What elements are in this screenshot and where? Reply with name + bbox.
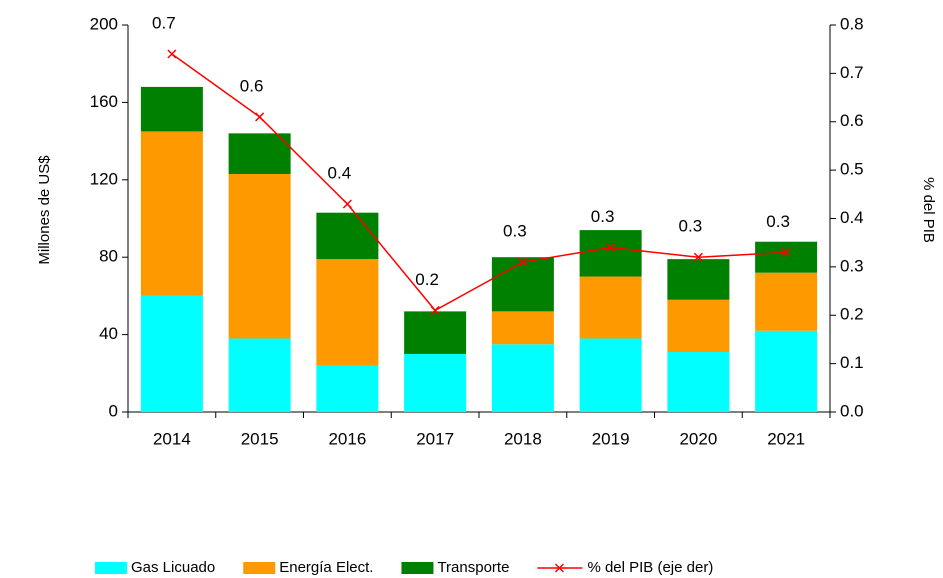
legend-marker (554, 563, 564, 573)
legend-label: Gas Licuado (131, 559, 215, 576)
bar-segment (667, 299, 730, 353)
legend-swatch (243, 562, 276, 574)
data-label: 0.7 (152, 14, 176, 33)
bar-segment (491, 311, 554, 345)
bar-segment (228, 173, 291, 339)
legend-label: Transporte (437, 559, 509, 576)
y-tick-label: 80 (99, 247, 118, 266)
bar-segment (316, 259, 379, 366)
x-tick-label: 2019 (592, 429, 630, 448)
y-axis-title: Millones de US$ (36, 155, 53, 265)
marker (430, 305, 440, 315)
bar-segment (316, 212, 379, 260)
marker (693, 252, 703, 262)
marker (167, 49, 177, 59)
legend-label: Energía Elect. (279, 559, 373, 576)
y-tick-label: 160 (90, 92, 118, 111)
bar-segment (140, 86, 203, 132)
line (171, 53, 787, 312)
bar-segment (228, 338, 291, 412)
bar-segment (316, 365, 379, 412)
bar-segment (140, 131, 203, 296)
marker (255, 112, 265, 122)
x-tick-label: 2014 (153, 429, 191, 448)
bar-segment (667, 352, 730, 412)
bar-segment (404, 311, 467, 354)
data-label: 0.6 (240, 76, 264, 95)
bar-segment (667, 259, 730, 300)
bar-segment (491, 257, 554, 312)
data-label: 0.3 (766, 212, 790, 231)
x-tick-label: 2017 (416, 429, 454, 448)
marker (606, 242, 616, 253)
bar-segment (228, 133, 291, 174)
x-tick-label: 2016 (328, 429, 366, 448)
x-tick-label: 2015 (241, 429, 279, 448)
y2-tick-label: 0.0 (840, 401, 864, 420)
bar-segment (491, 344, 554, 412)
data-label: 0.3 (503, 222, 527, 241)
y2-tick-label: 0.4 (840, 208, 864, 227)
marker (781, 247, 791, 257)
y2-axis-title: % del PIB (920, 177, 937, 243)
data-label: 0.4 (328, 163, 352, 182)
data-label: 0.2 (415, 270, 439, 289)
x-tick-label: 2021 (767, 429, 805, 448)
marker (518, 257, 528, 267)
bar-segment (755, 272, 818, 331)
y2-tick-label: 0.2 (840, 305, 864, 324)
x-tick-label: 2020 (679, 429, 717, 448)
legend-label: % del PIB (eje der) (587, 559, 713, 576)
y-tick-label: 40 (99, 324, 118, 343)
x-tick-label: 2018 (504, 429, 542, 448)
bar-segment (140, 295, 203, 412)
y-tick-label: 0 (109, 401, 118, 420)
bar-segment (404, 353, 467, 412)
y-tick-label: 200 (90, 14, 118, 33)
bar-segment (755, 241, 818, 273)
data-label: 0.3 (591, 207, 615, 226)
legend-swatch (95, 562, 127, 574)
legend-swatch (401, 562, 434, 574)
bar-segment (755, 330, 818, 412)
y2-tick-label: 0.6 (840, 111, 864, 130)
y2-tick-label: 0.1 (840, 353, 864, 372)
y2-tick-label: 0.3 (840, 256, 864, 275)
data-label: 0.3 (679, 217, 703, 236)
y2-tick-label: 0.5 (840, 160, 864, 179)
y2-tick-label: 0.7 (840, 63, 864, 82)
y2-tick-label: 0.8 (840, 14, 864, 33)
bar-segment (579, 276, 642, 339)
marker (342, 199, 352, 209)
bar-segment (579, 338, 642, 412)
y-tick-label: 120 (90, 169, 118, 188)
bar-segment (579, 230, 642, 277)
